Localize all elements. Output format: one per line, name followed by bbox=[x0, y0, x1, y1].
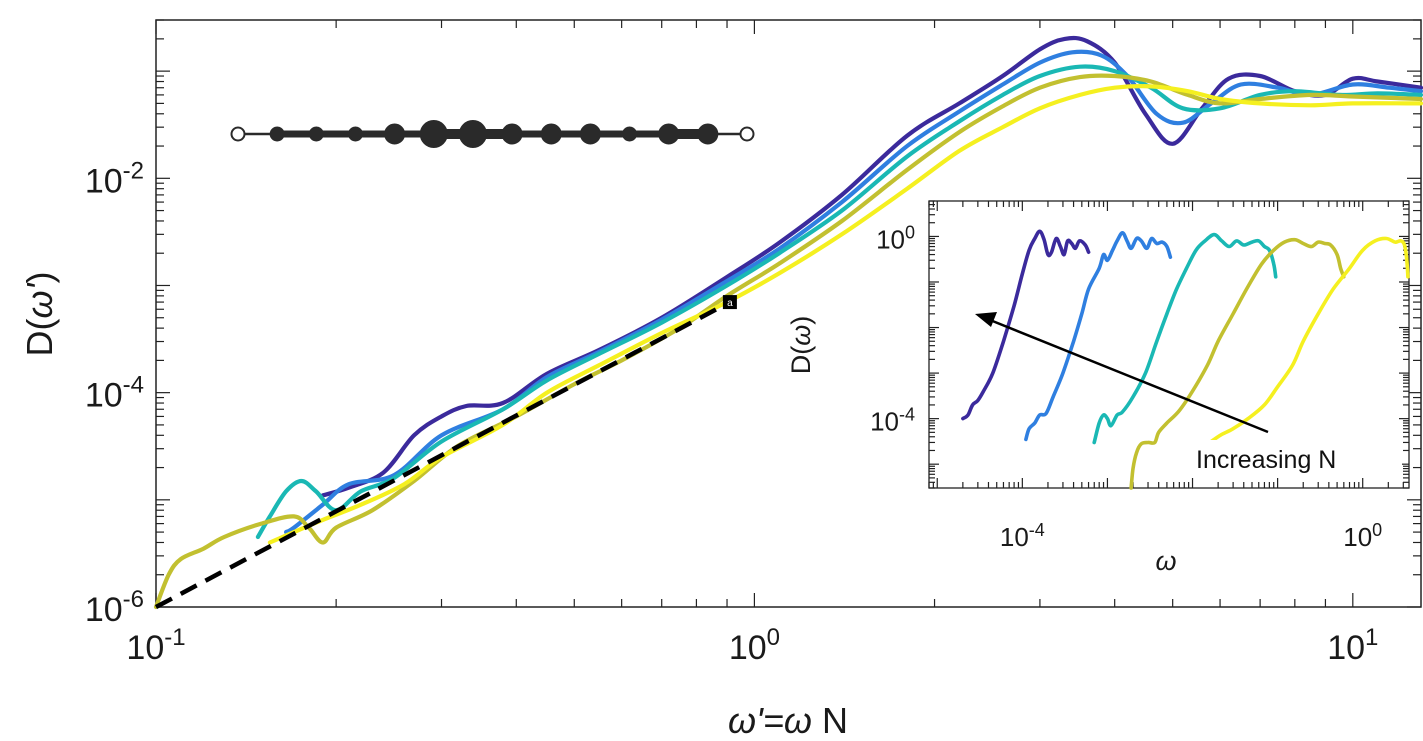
increasing-n-arrow bbox=[989, 318, 1269, 434]
main-y-tick-label-exponent: -6 bbox=[123, 586, 144, 613]
reference-marker-glyph: a bbox=[727, 298, 733, 309]
main-series-N2 bbox=[284, 49, 1423, 535]
inset-y-axis-label-main: D( bbox=[786, 346, 816, 375]
inset-x-tick-label-exponent: 0 bbox=[1372, 520, 1382, 540]
chain-node bbox=[308, 126, 324, 142]
main-y-tick-label: 10-4 bbox=[85, 372, 144, 415]
main-y-axis-label: D(ω') bbox=[19, 272, 60, 357]
main-y-axis-label-var: ω' bbox=[19, 282, 60, 318]
main-x-axis-label: ω'=ω N bbox=[728, 700, 848, 741]
inset-y-axis-label-var: ω bbox=[786, 325, 816, 346]
chain-node bbox=[658, 123, 680, 145]
reference-dashed-line bbox=[154, 300, 731, 609]
chain-node bbox=[540, 123, 562, 145]
inset-series-N1 bbox=[961, 229, 1091, 421]
chain-end-node bbox=[739, 126, 755, 142]
main-x-tick-label: 100 bbox=[729, 624, 780, 667]
inset-y-tick-label-exponent: -4 bbox=[899, 405, 915, 425]
chain-node bbox=[697, 123, 719, 145]
main-y-tick-label-base: 10 bbox=[85, 591, 123, 629]
main-y-tick-label-exponent: -2 bbox=[123, 157, 144, 184]
main-y-tick-label: 10-6 bbox=[85, 586, 144, 629]
inset-y-tick-label-base: 10 bbox=[870, 407, 899, 437]
inset-x-tick-label-exponent: -4 bbox=[1029, 520, 1045, 540]
main-y-axis-label-main: D( bbox=[19, 318, 60, 356]
main-x-tick-label: 101 bbox=[1327, 624, 1378, 667]
inset-y-tick-label-base: 10 bbox=[876, 224, 905, 254]
main-x-axis-label-suffix: N bbox=[822, 700, 848, 741]
main-y-tick-label-base: 10 bbox=[85, 162, 123, 200]
inset-x-tick-label: 10-4 bbox=[1000, 520, 1045, 552]
inset-x-tick-label: 100 bbox=[1343, 520, 1382, 552]
increasing-n-label: Increasing N bbox=[1196, 446, 1336, 474]
main-x-axis-label-main: ω'=ω bbox=[728, 700, 812, 741]
inset-x-axis-label: ω bbox=[1155, 546, 1176, 576]
chain-node bbox=[269, 126, 285, 142]
chain-node bbox=[501, 123, 523, 145]
main-x-tick-label-base: 10 bbox=[126, 629, 164, 667]
main-x-tick-label: 10-1 bbox=[126, 624, 185, 667]
chain-node bbox=[622, 126, 638, 142]
inset-x-tick-label-base: 10 bbox=[1343, 522, 1372, 552]
chain-node bbox=[458, 120, 487, 148]
inset-series-N3 bbox=[1092, 232, 1278, 445]
main-x-tick-label-base: 10 bbox=[1327, 629, 1365, 667]
reference-marker-square bbox=[722, 295, 737, 310]
chain-node bbox=[419, 120, 448, 148]
chain-node bbox=[384, 123, 406, 145]
main-y-tick-label-exponent: -4 bbox=[123, 372, 144, 399]
inset-series bbox=[961, 229, 1410, 490]
inset-annotation-group: Increasing N bbox=[975, 312, 1402, 476]
inset-x-tick-label-base: 10 bbox=[1000, 522, 1029, 552]
increasing-n-arrowhead bbox=[975, 312, 997, 327]
main-series-N5 bbox=[267, 84, 1423, 545]
chain-schematic bbox=[230, 120, 755, 148]
inset-y-axis-label: D(ω) bbox=[786, 316, 816, 375]
main-series-N1 bbox=[320, 35, 1423, 498]
chain-node bbox=[579, 123, 601, 145]
inset-y-tick-label: 100 bbox=[876, 222, 915, 254]
inset-y-axis-label-close: ) bbox=[786, 316, 816, 325]
main-y-tick-label-base: 10 bbox=[85, 377, 123, 415]
inset-series-N4 bbox=[1129, 237, 1346, 490]
main-x-tick-label-exponent: 0 bbox=[767, 624, 780, 651]
inset-y-tick-label: 10-4 bbox=[870, 405, 915, 437]
main-ticks bbox=[155, 19, 1421, 608]
main-x-tick-label-exponent: 1 bbox=[1365, 624, 1378, 651]
main-y-axis-label-close: ) bbox=[19, 272, 60, 284]
main-y-tick-label: 10-2 bbox=[85, 157, 144, 200]
inset-series-N5 bbox=[1208, 236, 1410, 445]
inset-y-tick-label-exponent: 0 bbox=[905, 222, 915, 242]
chain-end-node bbox=[230, 126, 246, 142]
chain-node bbox=[347, 126, 363, 142]
main-x-tick-label-exponent: -1 bbox=[164, 624, 185, 651]
increasing-n-label-bg bbox=[1190, 440, 1402, 476]
reference-line-group: a bbox=[154, 295, 737, 609]
main-x-tick-label-base: 10 bbox=[729, 629, 767, 667]
inset-ticks bbox=[928, 200, 1409, 489]
inset-series-N2 bbox=[1024, 231, 1173, 442]
